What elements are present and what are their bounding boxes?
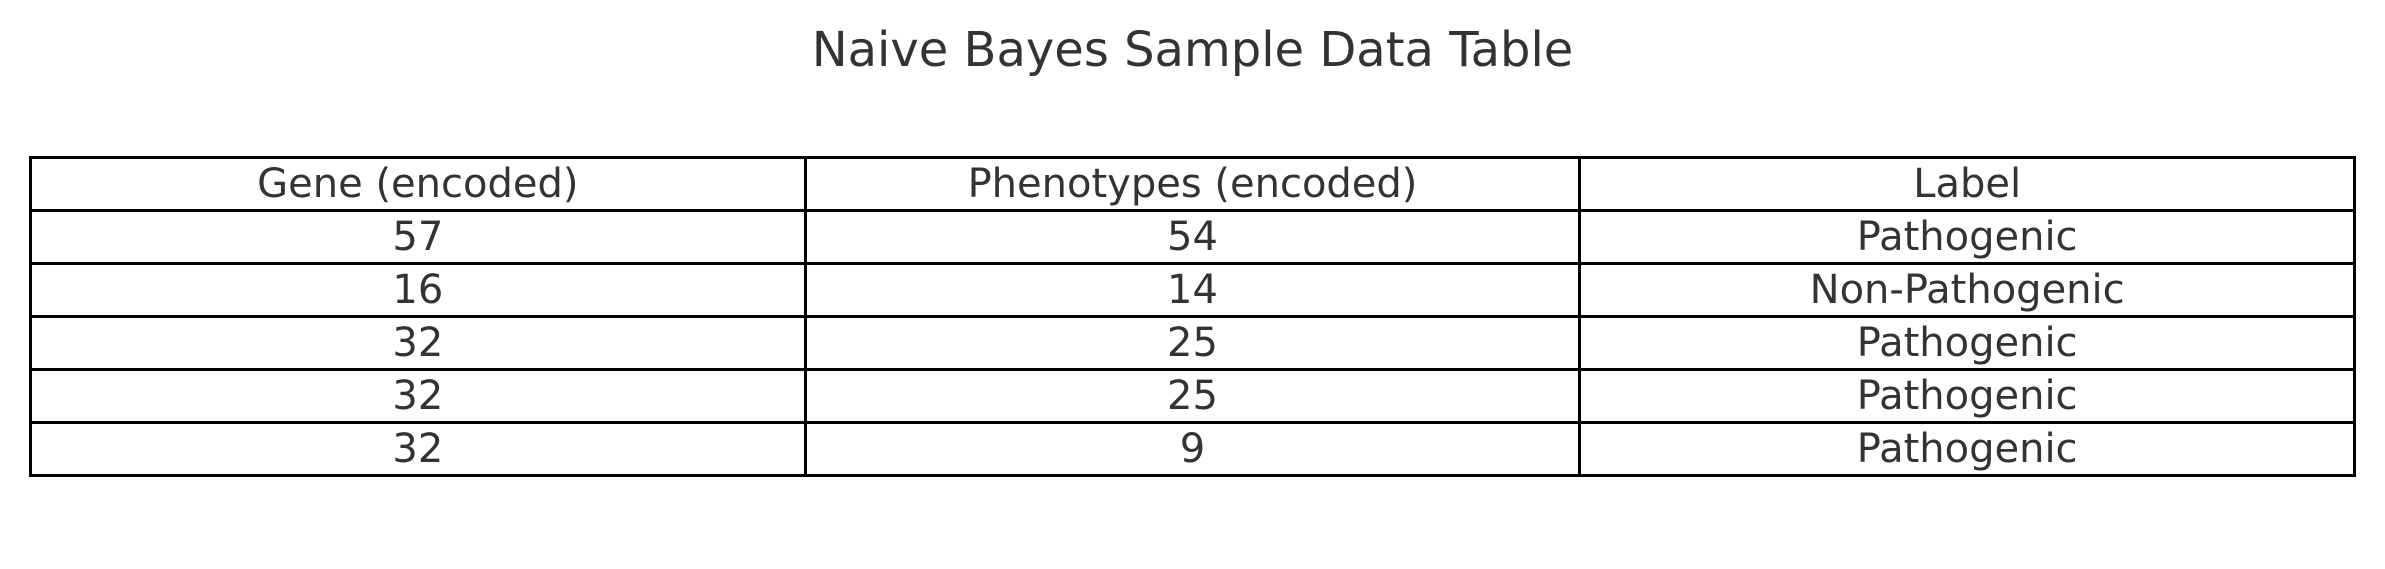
chart-title: Naive Bayes Sample Data Table [811,22,1574,78]
data-table: Gene (encoded) Phenotypes (encoded) Labe… [29,156,2356,477]
cell-gene: 32 [29,421,807,477]
cell-label: Pathogenic [1578,209,2356,265]
cell-phenotypes: 25 [803,315,1582,371]
table-row: 57 54 Pathogenic [29,209,2356,265]
column-header-phenotypes: Phenotypes (encoded) [803,156,1582,212]
cell-gene: 32 [29,368,807,424]
table-row: 32 25 Pathogenic [29,315,2356,371]
column-header-gene: Gene (encoded) [29,156,807,212]
cell-gene: 16 [29,262,807,318]
cell-phenotypes: 14 [803,262,1582,318]
cell-phenotypes: 9 [803,421,1582,477]
header-row: Gene (encoded) Phenotypes (encoded) Labe… [29,156,2356,212]
table-row: 16 14 Non-Pathogenic [29,262,2356,318]
cell-label: Non-Pathogenic [1578,262,2356,318]
cell-phenotypes: 25 [803,368,1582,424]
table-row: 32 9 Pathogenic [29,421,2356,477]
cell-gene: 32 [29,315,807,371]
cell-phenotypes: 54 [803,209,1582,265]
cell-label: Pathogenic [1578,315,2356,371]
column-header-label: Label [1578,156,2356,212]
cell-label: Pathogenic [1578,421,2356,477]
cell-label: Pathogenic [1578,368,2356,424]
table-row: 32 25 Pathogenic [29,368,2356,424]
cell-gene: 57 [29,209,807,265]
